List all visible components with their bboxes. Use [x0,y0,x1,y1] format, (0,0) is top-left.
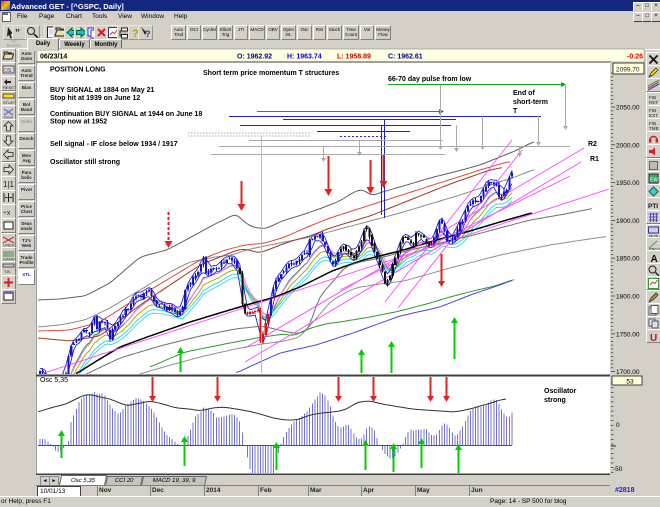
svg-text:GANN: GANN [3,257,15,262]
svg-text:#2818: #2818 [615,487,635,494]
svg-text:RET: RET [649,100,658,105]
svg-text:1850.00: 1850.00 [616,256,640,263]
svg-text:06/23/14: 06/23/14 [40,54,67,61]
svg-text:O: 1962.92: O: 1962.92 [237,54,272,61]
svg-text:S: S [8,68,12,74]
svg-text:Clear: Clear [4,115,14,120]
svg-text:1900.00: 1900.00 [616,218,640,225]
svg-text:1700.00: 1700.00 [616,369,640,376]
svg-text:-50: -50 [613,466,623,473]
svg-text:R1: R1 [590,156,599,163]
svg-text:A: A [651,254,658,264]
svg-text:1800.00: 1800.00 [616,294,640,301]
svg-text:LINES: LINES [3,243,15,248]
svg-text:POSITION LONG: POSITION LONG [50,67,106,74]
svg-text:R2: R2 [588,141,597,148]
svg-text:H: 1963.74: H: 1963.74 [287,54,322,61]
svg-text:FIB: FIB [649,95,656,100]
svg-text:U: U [650,333,657,343]
svg-text:T.B.: T.B. [4,269,11,274]
svg-text:FIB: FIB [649,108,656,113]
svg-text:66-70 day pulse from low: 66-70 day pulse from low [388,76,472,83]
svg-text:53: 53 [626,379,634,386]
svg-text:1750.00: 1750.00 [616,331,640,338]
svg-text:Oscillator: Oscillator [544,388,577,395]
svg-text:Continuation BUY SIGNAL at 194: Continuation BUY SIGNAL at 1944 on June … [50,111,202,118]
svg-text:2000.00: 2000.00 [616,142,640,149]
svg-text:Sell signal - IF close below 1: Sell signal - IF close below 1934 / 1917 [50,141,178,148]
svg-text:short-term: short-term [513,99,548,106]
svg-text:Short term price momentum T st: Short term price momentum T structures [203,70,339,77]
svg-text:BUY SIGNAL at 1884 on May 21: BUY SIGNAL at 1884 on May 21 [50,87,154,94]
svg-text:End of: End of [513,90,535,97]
svg-text:-0.26: -0.26 [627,54,643,61]
svg-text:C: 1962.61: C: 1962.61 [388,54,423,61]
svg-text:TME: TME [649,126,659,131]
svg-text:Osc 5,35: Osc 5,35 [40,377,68,384]
svg-text:O: O [4,68,8,74]
svg-text:0: 0 [616,422,620,429]
svg-text:strong: strong [544,397,566,404]
svg-text:FIB: FIB [649,121,656,126]
svg-text:1|1: 1|1 [3,180,15,189]
svg-text:Oscillator still strong: Oscillator still strong [50,159,120,166]
svg-text:Stop hit at 1939 on June 12: Stop hit at 1939 on June 12 [50,95,140,102]
svg-text:EXT: EXT [649,113,658,118]
svg-text:T: T [513,108,518,115]
svg-text:÷x: ÷x [3,210,11,217]
svg-text:”: ” [15,28,20,39]
svg-text:2050.00: 2050.00 [616,105,640,112]
svg-text:1950.00: 1950.00 [616,180,640,187]
svg-text:?: ? [145,29,151,39]
svg-text:?: ? [132,28,139,39]
svg-text:PTI: PTI [648,203,658,210]
svg-text:RESET: RESET [3,85,15,90]
svg-text:MOB: MOB [649,234,658,239]
svg-text:L: 1958.89: L: 1958.89 [337,54,371,61]
svg-text:EW: EW [650,178,658,184]
svg-text:PROJ: PROJ [649,247,660,252]
svg-text:Stop now at 1952: Stop now at 1952 [50,119,107,126]
svg-text:STUDY: STUDY [3,100,15,105]
svg-text:2099.70: 2099.70 [616,67,640,74]
